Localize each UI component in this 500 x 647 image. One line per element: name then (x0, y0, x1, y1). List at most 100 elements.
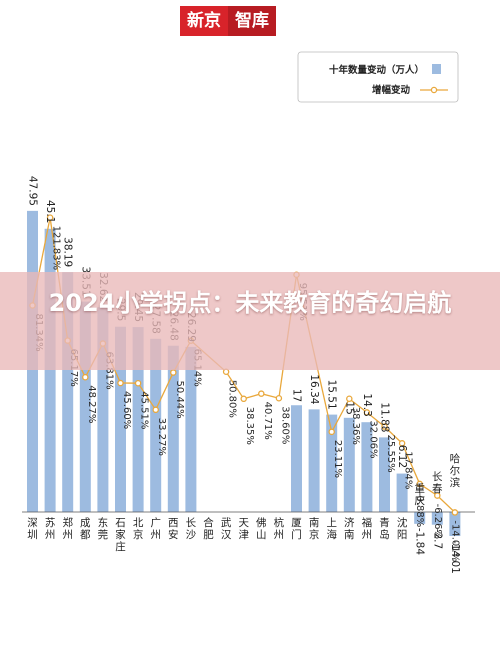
bar-value-label: -1.84 (414, 528, 426, 555)
category-label: 武汉 (221, 516, 232, 541)
growth-value-label: 38.36% (350, 407, 361, 445)
legend: 十年数量变动（万人） 增幅变动 (297, 51, 459, 103)
category-label: 福州 (362, 516, 373, 541)
growth-value-label: 45.60% (121, 391, 132, 429)
growth-marker (398, 440, 406, 447)
category-label: 天津 (238, 517, 249, 541)
growth-marker (258, 390, 265, 397)
bar (185, 346, 197, 512)
category-label: 杭州 (274, 516, 285, 541)
growth-marker (152, 406, 159, 414)
growth-marker (434, 492, 441, 499)
category-label: 上海 (326, 517, 337, 541)
bar-value-label: 38.19 (62, 237, 74, 267)
growth-marker (82, 374, 89, 381)
bar (308, 409, 320, 512)
bar-value-label: 6.12 (396, 445, 408, 468)
bar (167, 345, 179, 512)
bar-value-label: 15.51 (326, 380, 338, 410)
category-label: 深圳 (27, 517, 38, 541)
growth-value-label: 40.71% (262, 402, 273, 440)
growth-marker (381, 423, 388, 430)
bar (431, 512, 443, 525)
growth-marker (134, 379, 142, 387)
legend-bar-label: 十年数量变动（万人） (329, 64, 424, 76)
growth-marker (363, 409, 371, 416)
brand-logo-part1: 新京 (180, 6, 228, 36)
bar-value-label: 15 (343, 401, 355, 414)
bar (97, 307, 109, 512)
category-label: 济南 (344, 516, 355, 541)
growth-marker (328, 428, 335, 436)
bar (343, 417, 355, 512)
category-label: 石家庄 (115, 517, 126, 553)
banner-title: 2024小学拐点：未来教育的奇幻启航 (48, 289, 452, 317)
category-label: 哈尔滨 (450, 452, 461, 489)
category-label: 厦门 (291, 517, 302, 541)
bar (379, 437, 390, 512)
bar (396, 473, 408, 512)
category-label: 郑州 (62, 516, 73, 541)
growth-marker (416, 480, 423, 488)
category-label: 广州 (150, 517, 161, 541)
growth-value-label: 38.60% (279, 406, 290, 444)
growth-marker (170, 369, 177, 376)
bar-value-label: 17 (291, 389, 303, 402)
growth-value-label: 33.27% (156, 418, 167, 456)
category-label: 西安 (168, 517, 179, 541)
bar-value-label: 47.95 (27, 176, 39, 206)
brand-logo-part2: 智库 (228, 6, 276, 36)
growth-value-label: 17.84% (403, 451, 414, 489)
category-label: 北京 (133, 517, 144, 541)
legend-line-label: 增幅变动 (372, 84, 411, 96)
growth-marker (117, 379, 124, 387)
category-label: 成都 (80, 517, 91, 541)
growth-value-label: 23.11% (332, 440, 343, 478)
bar (449, 512, 461, 537)
bar (44, 228, 56, 512)
growth-value-label: 50.80% (227, 380, 238, 418)
bar (326, 414, 338, 512)
category-label: 东莞 (98, 516, 109, 541)
bar-value-label: -14.01 (449, 540, 461, 574)
bar-value-label: 14.3 (361, 393, 373, 416)
category-label: 青岛 (379, 516, 390, 541)
growth-value-label: -0.88% (414, 492, 425, 527)
bar (291, 405, 302, 512)
legend-box (297, 51, 459, 103)
legend-line-marker (430, 86, 438, 94)
growth-marker (346, 395, 353, 403)
bar (115, 326, 126, 512)
bar (414, 512, 426, 524)
category-label: 苏州 (45, 516, 56, 541)
category-label: 南京 (309, 516, 320, 541)
growth-value-label: 121.83% (51, 226, 62, 271)
growth-value-label: 32.06% (367, 420, 378, 458)
bar (79, 301, 91, 512)
brand-logo: 新京 智库 (180, 6, 276, 36)
category-label: 佛山 (256, 516, 267, 541)
growth-value-label: -6.26% (432, 504, 443, 539)
growth-marker (275, 394, 283, 402)
growth-value-label: 38.35% (244, 407, 255, 445)
category-label: 长沙 (186, 517, 197, 541)
growth-value-label: 63.81% (103, 352, 114, 390)
bar-value-label: 16.34 (308, 374, 320, 404)
category-label: 沈阳 (397, 516, 408, 541)
category-label: 长春 (432, 471, 443, 495)
legend-bar-swatch (432, 64, 441, 74)
growth-value-label: 50.44% (174, 381, 185, 419)
bar (132, 327, 144, 512)
bar (62, 272, 74, 512)
growth-value-label: -14.01% (449, 520, 460, 562)
bar (361, 422, 373, 512)
growth-value-label: 25.55% (385, 435, 396, 473)
bar-value-label: -2.7 (431, 529, 443, 550)
category-label: 重庆 (414, 482, 425, 507)
bar-value-label: 45.1 (44, 200, 56, 223)
growth-marker (451, 509, 459, 516)
growth-marker (240, 395, 247, 403)
growth-value-label: 45.51% (139, 391, 150, 429)
bar (150, 338, 162, 512)
